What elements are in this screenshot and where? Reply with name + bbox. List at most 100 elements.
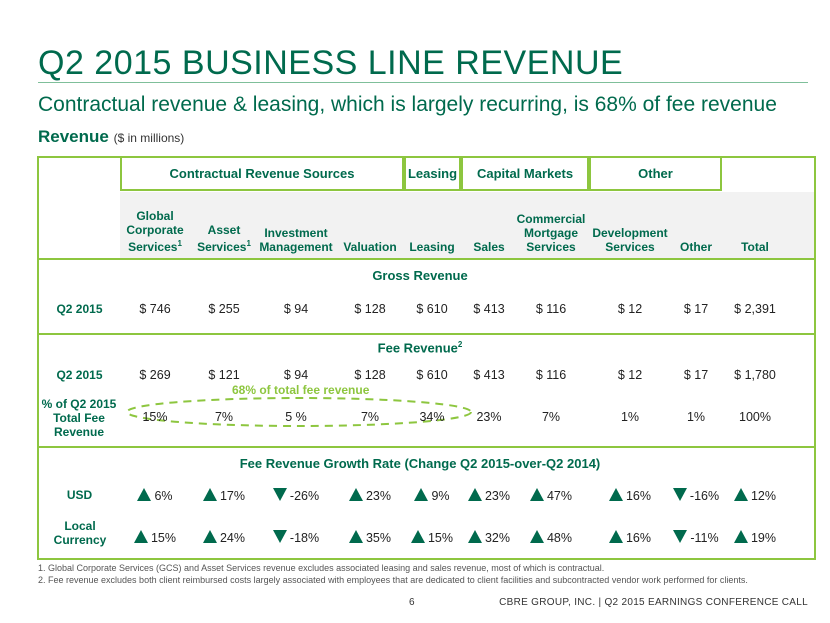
growth-cell: -16%: [656, 488, 736, 503]
column-header-label: Commercial Mortgage Services: [516, 212, 586, 254]
triangle-up-icon: [467, 488, 482, 501]
triangle-up-icon: [133, 530, 148, 543]
column-header: Development Services: [590, 212, 670, 254]
gross-rule: [39, 333, 814, 335]
triangle-up-icon: [202, 488, 217, 501]
column-header-band: [120, 192, 814, 258]
local-row-label: Local Currency: [53, 519, 107, 547]
gross-revenue-cell: $ 610: [416, 302, 448, 316]
growth-value: -18%: [289, 531, 320, 545]
growth-cell: 32%: [449, 530, 529, 545]
column-header: Global Corporate Services1: [115, 209, 195, 254]
page-footer: CBRE GROUP, INC. | Q2 2015 EARNINGS CONF…: [499, 597, 808, 608]
fee-revenue-cell: $ 116: [535, 368, 567, 382]
gross-revenue-cell: $ 746: [139, 302, 171, 316]
gross-revenue-cell: $ 255: [208, 302, 240, 316]
triangle-up-icon: [348, 530, 363, 543]
triangle-up-icon: [202, 530, 217, 543]
fee-revenue-cell: $ 17: [683, 368, 709, 382]
growth-cell: 16%: [590, 488, 670, 503]
fee-row-label: Q2 2015: [56, 368, 103, 382]
triangle-up-icon: [410, 530, 425, 543]
section-heading: Revenue ($ in millions): [38, 127, 184, 147]
growth-value: 16%: [625, 531, 652, 545]
triangle-up-icon: [137, 488, 152, 501]
column-header: Leasing: [392, 212, 472, 254]
triangle-up-icon: [733, 488, 748, 501]
growth-value: 24%: [219, 531, 246, 545]
triangle-up-icon: [529, 488, 544, 501]
growth-cell: 47%: [511, 488, 591, 503]
growth-value: 19%: [750, 531, 777, 545]
growth-cell: 16%: [590, 530, 670, 545]
fee-share-ellipse: [126, 397, 472, 427]
growth-cell: 6%: [115, 488, 195, 503]
fee-revenue-footnote-ref: 2: [457, 340, 463, 349]
gross-revenue-cell: $ 128: [354, 302, 386, 316]
column-header-label: Global Corporate Services: [126, 209, 184, 254]
page-subtitle: Contractual revenue & leasing, which is …: [38, 93, 777, 116]
pct-total-cell: 100%: [739, 410, 771, 424]
column-header-footnote-ref: 1: [177, 239, 182, 248]
growth-cell: 24%: [184, 530, 264, 545]
column-header-label: Other: [679, 240, 712, 254]
growth-value: 12%: [750, 489, 777, 503]
fee-revenue-heading-text: Fee Revenue: [377, 340, 458, 356]
section-unit: ($ in millions): [113, 131, 185, 145]
column-header-label: Leasing: [409, 240, 455, 254]
column-header-label: Valuation: [343, 240, 397, 254]
column-header: Commercial Mortgage Services: [511, 212, 591, 254]
growth-cell: 17%: [184, 488, 264, 503]
growth-cell: -26%: [256, 488, 336, 503]
gross-revenue-cell: $ 116: [535, 302, 567, 316]
pct-row-label: % of Q2 2015 Total Fee Revenue: [41, 397, 117, 439]
group-contractual: Contractual Revenue Sources: [120, 158, 404, 191]
fee-revenue-cell: $ 94: [283, 368, 309, 382]
column-header: Asset Services1: [184, 212, 264, 254]
column-header-label: Asset Services: [197, 223, 247, 254]
growth-heading: Fee Revenue Growth Rate (Change Q2 2015-…: [239, 456, 601, 471]
pct-total-cell: 23%: [476, 410, 502, 424]
triangle-up-icon: [348, 488, 363, 501]
growth-cell: 15%: [115, 530, 195, 545]
triangle-up-icon: [529, 530, 544, 543]
pct-total-cell: 1%: [620, 410, 640, 424]
growth-cell: 19%: [715, 530, 795, 545]
column-header-label: Sales: [473, 240, 505, 254]
triangle-up-icon: [608, 530, 623, 543]
pct-total-cell: 15%: [142, 410, 168, 424]
fee-revenue-cell: $ 610: [416, 368, 448, 382]
gross-revenue-heading: Gross Revenue: [372, 268, 468, 283]
fee-revenue-cell: $ 121: [208, 368, 240, 382]
growth-value: 48%: [546, 531, 573, 545]
growth-value: 6%: [154, 489, 173, 503]
column-header: Valuation: [330, 212, 410, 254]
gross-revenue-cell: $ 12: [617, 302, 643, 316]
growth-cell: 23%: [449, 488, 529, 503]
triangle-down-icon: [672, 488, 687, 501]
page-number: 6: [409, 597, 415, 608]
footnote-1: 1. Global Corporate Services (GCS) and A…: [38, 563, 605, 573]
triangle-up-icon: [467, 530, 482, 543]
triangle-down-icon: [673, 530, 688, 543]
growth-value: -11%: [690, 531, 719, 545]
growth-value: 32%: [484, 531, 511, 545]
column-header: Investment Management: [256, 212, 336, 254]
growth-value: 16%: [625, 489, 652, 503]
triangle-down-icon: [272, 488, 287, 501]
growth-value: 23%: [484, 489, 511, 503]
fee-revenue-cell: $ 269: [139, 368, 171, 382]
growth-cell: 23%: [330, 488, 410, 503]
growth-value: 23%: [365, 489, 392, 503]
growth-value: 9%: [431, 489, 450, 503]
triangle-up-icon: [608, 488, 623, 501]
column-header-label: Total: [741, 240, 769, 254]
column-header-label: Investment Management: [259, 226, 333, 254]
growth-value: 47%: [546, 489, 573, 503]
group-capital-markets: Capital Markets: [461, 158, 589, 191]
fee-revenue-heading: Fee Revenue2: [60, 340, 780, 355]
footnote-2: 2. Fee revenue excludes both client reim…: [38, 575, 748, 585]
growth-value: -16%: [689, 489, 720, 503]
growth-value: -26%: [289, 489, 320, 503]
fee-revenue-cell: $ 413: [473, 368, 505, 382]
